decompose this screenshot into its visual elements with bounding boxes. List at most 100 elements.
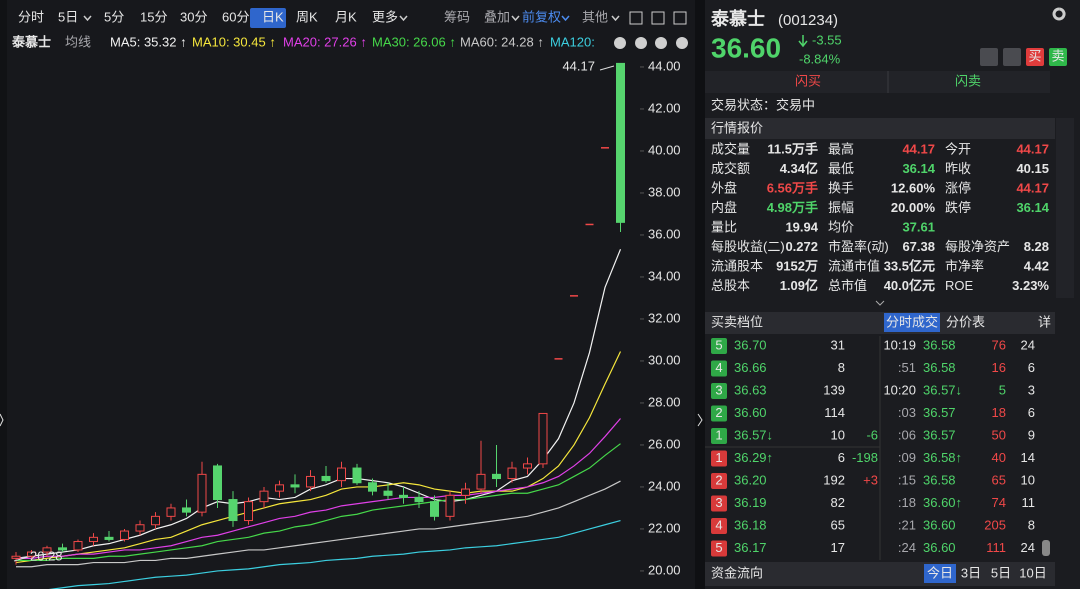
level: 2 (715, 405, 722, 420)
period-tab[interactable]: 周K (296, 9, 318, 24)
tick-count: 14 (1021, 450, 1035, 465)
order-price: 36.18 (734, 517, 767, 532)
tick-price: 36.58↑ (923, 450, 962, 465)
quote-value: 12.60% (891, 180, 936, 195)
chart-button[interactable] (655, 37, 667, 49)
sell-button[interactable] (1049, 48, 1067, 66)
tick-time: :09 (898, 450, 916, 465)
quote-value: 40.0亿元 (884, 278, 935, 293)
flash-sell[interactable]: 闪卖 (955, 73, 981, 88)
tick-count: 24 (1021, 337, 1035, 352)
period-tab[interactable]: 5日 (58, 9, 78, 24)
chart-button[interactable] (635, 37, 647, 49)
buy-button[interactable] (1026, 48, 1044, 66)
tab[interactable]: 10日 (1019, 565, 1046, 580)
tick-time: :18 (898, 495, 916, 510)
chart-button[interactable] (676, 37, 688, 49)
quote-label: 市盈率(动) (828, 239, 889, 254)
period-tab[interactable]: 30分 (180, 9, 207, 24)
down-arrow (798, 35, 808, 48)
candle-body (151, 515, 160, 526)
period-tab[interactable]: 更多 (372, 9, 398, 24)
candle-body (383, 490, 393, 496)
legend-entry: MA10: 30.45 ↑ (192, 34, 276, 49)
y-tick-label: 44.00 (648, 58, 681, 73)
toolbar-icon[interactable] (673, 11, 687, 25)
legend-entry: MA20: 27.26 ↑ (283, 34, 367, 49)
level-badge (711, 450, 727, 467)
tab[interactable]: 3日 (961, 565, 981, 580)
active-tab (884, 313, 940, 332)
settings-icon[interactable] (1052, 7, 1066, 21)
buy-label[interactable]: 买 (1028, 48, 1041, 63)
stock-code: (001234) (778, 12, 838, 29)
scrollbar-thumb (1042, 540, 1050, 556)
tool-button[interactable]: 叠加 (484, 9, 510, 24)
toolbar-icon[interactable] (651, 11, 665, 25)
period-tab[interactable]: 5分 (104, 9, 124, 24)
quote-value: 9152万 (776, 258, 818, 273)
level: 1 (715, 450, 722, 465)
tab[interactable]: 分时成交 (886, 314, 938, 329)
tab[interactable]: 今日 (927, 565, 953, 580)
quote-value: 11.5万手 (767, 141, 818, 156)
quote-value: 4.98万手 (767, 200, 818, 215)
toolbar-icon[interactable] (629, 11, 643, 25)
tab[interactable]: 详 (1038, 314, 1051, 329)
quote-label: 总市值 (828, 278, 867, 293)
candle-body (445, 494, 455, 517)
tick-volume: 65 (992, 472, 1006, 487)
level-badge (711, 360, 727, 377)
order-volume: 17 (831, 540, 845, 555)
quote-value: 1.09亿 (780, 278, 818, 293)
tick-time: :03 (898, 405, 916, 420)
icon-button[interactable] (1003, 48, 1021, 66)
min-annotation: 20.28 (30, 548, 63, 563)
price-change: -3.55 (812, 32, 842, 47)
order-volume: 139 (823, 382, 845, 397)
collapse-arrow[interactable] (697, 413, 703, 427)
tick-time: :24 (898, 540, 916, 555)
level-badge (711, 473, 727, 489)
expand-caret[interactable] (875, 300, 885, 306)
tab[interactable]: 5日 (991, 565, 1011, 580)
active-tab (924, 564, 956, 583)
sell-label[interactable]: 卖 (1051, 48, 1064, 63)
candle-body (259, 490, 269, 503)
tool-button[interactable]: 其他 (582, 9, 608, 24)
icon-button[interactable] (980, 48, 998, 66)
tool-button[interactable]: 前复权 (522, 9, 561, 24)
period-tab[interactable]: 日K (262, 9, 284, 24)
legend-entry: MA60: 24.28 ↑ (460, 34, 544, 49)
period-tab[interactable]: 分时 (18, 9, 44, 24)
candle-body (182, 507, 191, 513)
candle-body (306, 475, 315, 488)
quote-value: 44.17 (902, 141, 935, 156)
period-tab[interactable]: 60分 (222, 9, 249, 24)
last-price: 36.60 (711, 32, 781, 63)
tick-count: 6 (1028, 360, 1035, 375)
tab[interactable]: 分价表 (946, 314, 985, 329)
chart-button[interactable] (614, 37, 626, 49)
tick-volume: 74 (992, 495, 1006, 510)
candle-body (120, 530, 129, 540)
section-header (705, 118, 1055, 139)
quote-label: 振幅 (828, 200, 854, 215)
scrollbar (1056, 118, 1074, 298)
candle-body (461, 488, 470, 496)
period-tab[interactable]: 15分 (140, 9, 167, 24)
quote-value: 6.56万手 (767, 180, 818, 195)
tick-volume: 111 (986, 540, 1006, 555)
period-tab[interactable]: 月K (335, 9, 357, 24)
candle-body (507, 467, 517, 480)
tool-button[interactable]: 筹码 (444, 9, 470, 24)
expand-arrow[interactable] (0, 413, 4, 427)
order-price: 36.19 (734, 495, 767, 510)
quote-label: 流通股本 (711, 258, 763, 273)
tick-price: 36.58 (923, 337, 956, 352)
candle-body (104, 536, 114, 540)
y-tick-label: 38.00 (648, 184, 681, 199)
candle-body (321, 475, 331, 482)
flash-buy[interactable]: 闪买 (795, 73, 821, 88)
candle-body (73, 541, 83, 551)
